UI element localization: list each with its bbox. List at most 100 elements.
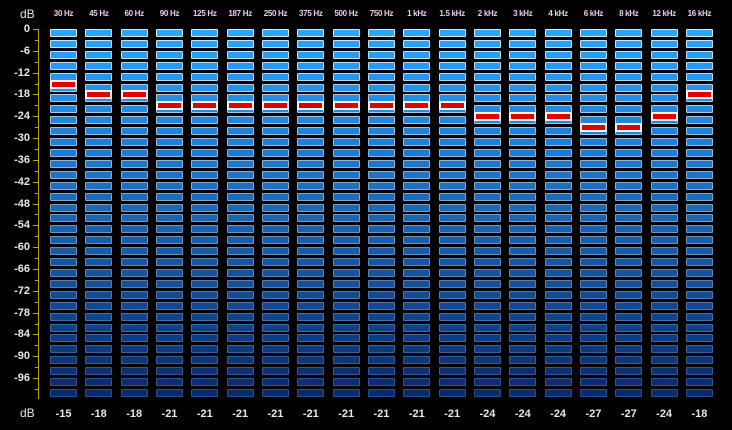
meter-segment — [403, 40, 431, 48]
peak-marker — [155, 101, 183, 110]
band-frequency-label: 4 kHz — [548, 9, 568, 18]
meter-segment — [50, 236, 77, 244]
meter-segment — [226, 138, 254, 146]
meter-segment — [615, 334, 643, 342]
db-label: -66 — [14, 263, 30, 276]
meter-segment — [403, 149, 431, 157]
meter-segment — [261, 127, 289, 135]
meter-segment — [403, 247, 431, 255]
meter-segment — [509, 84, 537, 92]
meter-segment — [650, 214, 678, 222]
meter-segment — [261, 356, 289, 364]
meter-segment — [261, 116, 289, 124]
meter-segment — [367, 73, 395, 81]
meter-segment — [685, 204, 713, 212]
meter-segment — [50, 138, 77, 146]
meter-segment — [261, 160, 289, 168]
meter-segment — [403, 225, 431, 233]
meter-segment — [473, 345, 501, 353]
peak-marker — [50, 80, 77, 89]
meter-segment — [367, 138, 395, 146]
meter-segment — [367, 160, 395, 168]
meter-segment — [191, 334, 219, 342]
meter-segment — [191, 127, 219, 135]
meter-segment — [155, 51, 183, 59]
meter-segment — [473, 313, 501, 321]
meter-segment — [579, 182, 607, 190]
meter-segment — [50, 29, 77, 37]
meter-segment — [332, 171, 360, 179]
db-tick-mark — [33, 182, 39, 183]
meter-segment — [685, 324, 713, 332]
meter-segment — [473, 247, 501, 255]
meter-segment — [579, 378, 607, 386]
band-meter — [473, 29, 501, 402]
meter-segment — [155, 182, 183, 190]
meter-segment — [155, 84, 183, 92]
meter-segment — [615, 51, 643, 59]
meter-segment — [685, 62, 713, 70]
meter-segment — [509, 29, 537, 37]
meter-segment — [367, 280, 395, 288]
meter-segment — [261, 62, 289, 70]
meter-segment — [226, 116, 254, 124]
db-tick-mark — [33, 94, 39, 95]
meter-segment — [544, 378, 572, 386]
meter-segment — [120, 116, 148, 124]
meter-segment — [579, 40, 607, 48]
db-tick-mark — [33, 29, 39, 30]
meter-segment — [615, 73, 643, 81]
meter-segment — [579, 236, 607, 244]
meter-segment — [579, 356, 607, 364]
meter-segment — [191, 225, 219, 233]
meter-segment — [579, 138, 607, 146]
meter-segment — [50, 116, 77, 124]
meter-segment — [367, 291, 395, 299]
meter-segment — [650, 84, 678, 92]
meter-segment — [226, 51, 254, 59]
peak-marker — [403, 101, 431, 110]
meter-segment — [155, 29, 183, 37]
meter-segment — [85, 313, 113, 321]
meter-segment — [191, 116, 219, 124]
meter-segment — [155, 291, 183, 299]
meter-segment — [650, 269, 678, 277]
meter-segment — [50, 62, 77, 70]
meter-segment — [615, 280, 643, 288]
meter-segment — [332, 236, 360, 244]
meter-segment — [155, 258, 183, 266]
meter-segment — [50, 291, 77, 299]
meter-segment — [473, 160, 501, 168]
meter-segment — [650, 334, 678, 342]
band-meter — [509, 29, 537, 402]
band-peak-value: -27 — [620, 408, 637, 420]
db-label: -36 — [14, 153, 30, 166]
meter-segment — [155, 193, 183, 201]
meter-segment — [85, 236, 113, 244]
meter-segment — [120, 247, 148, 255]
meter-segment — [261, 291, 289, 299]
meter-segment — [509, 291, 537, 299]
meter-segment — [579, 269, 607, 277]
band-peak-value: -21 — [444, 408, 461, 420]
meter-segment — [615, 214, 643, 222]
meter-segment — [509, 62, 537, 70]
band-meter — [685, 29, 713, 402]
meter-segment — [509, 313, 537, 321]
meter-segment — [403, 236, 431, 244]
band-frequency-label: 2 kHz — [477, 9, 498, 18]
meter-segment — [685, 193, 713, 201]
db-tick-mark — [33, 291, 39, 292]
meter-segment — [297, 247, 325, 255]
meter-segment — [544, 73, 572, 81]
db-label: -90 — [14, 350, 30, 363]
meter-segment — [650, 171, 678, 179]
meter-segment — [120, 345, 148, 353]
meter-segment — [120, 138, 148, 146]
meter-segment — [261, 345, 289, 353]
meter-segment — [297, 302, 325, 310]
meter-segment — [367, 84, 395, 92]
meter-segment — [191, 62, 219, 70]
meter-segment — [85, 193, 113, 201]
meter-segment — [332, 334, 360, 342]
